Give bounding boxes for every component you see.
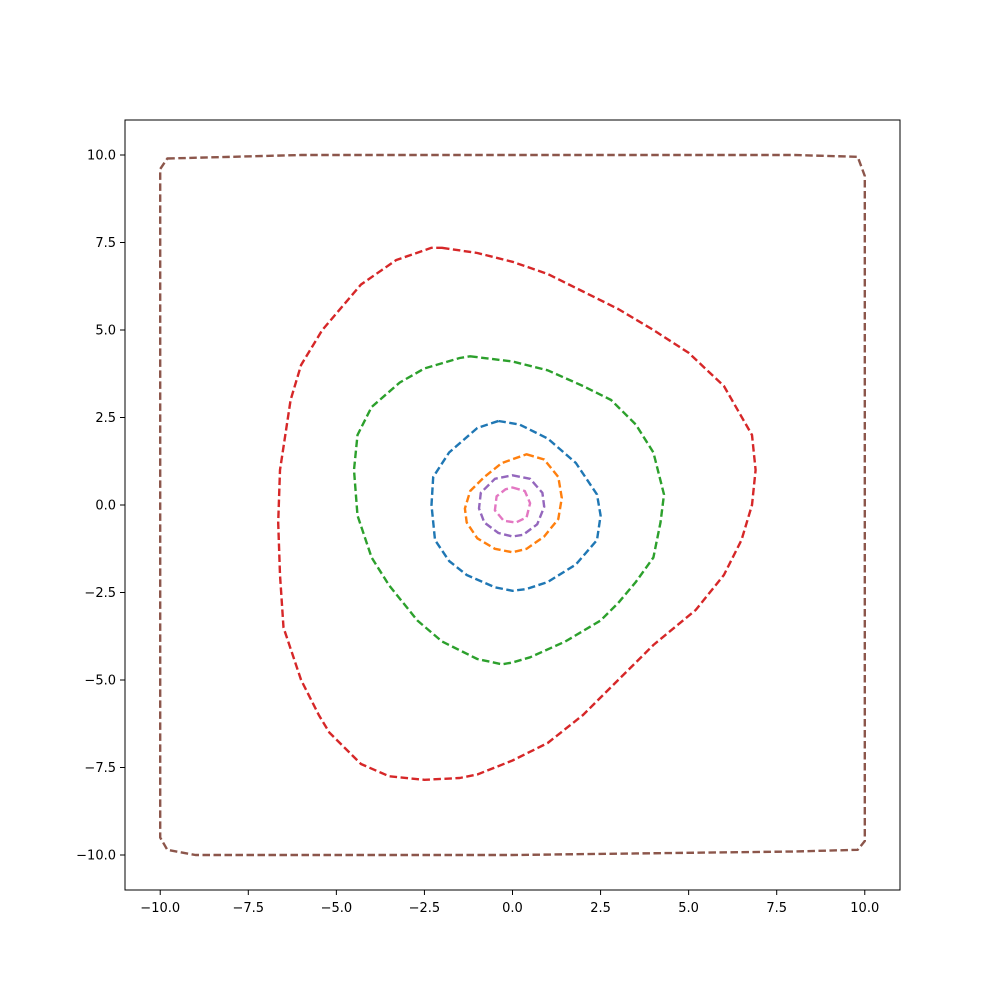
contour-line-5	[463, 453, 563, 554]
y-tick-label: −2.5	[84, 586, 116, 601]
x-tick-label: 5.0	[678, 901, 699, 916]
x-tick-label: 7.5	[766, 901, 787, 916]
x-tick-label: −10.0	[140, 901, 180, 916]
contour-line-6	[477, 474, 546, 538]
x-tick-label: 2.5	[590, 901, 611, 916]
contour-line-2	[277, 246, 757, 781]
x-tick-label: −2.5	[409, 901, 441, 916]
y-tick-label: 10.0	[87, 149, 116, 164]
contour-line-3	[352, 355, 666, 666]
contour-line-7	[493, 486, 532, 524]
x-axis-ticks: −10.0 −7.5 −5.0 −2.5 0.0 2.5 5.0 7.5 10.0	[140, 890, 879, 916]
y-tick-label: −5.0	[84, 674, 116, 689]
plot-frame	[124, 119, 901, 891]
y-tick-label: −10.0	[76, 849, 116, 864]
y-tick-label: −7.5	[84, 761, 116, 776]
y-axis-ticks: 10.0 7.5 5.0 2.5 0.0 −2.5 −5.0 −7.5 −10.0	[76, 149, 125, 864]
x-tick-label: 10.0	[850, 901, 879, 916]
x-tick-label: −5.0	[321, 901, 353, 916]
y-tick-label: 5.0	[95, 324, 116, 339]
y-tick-label: 2.5	[95, 411, 116, 426]
contour-line-1	[159, 153, 866, 857]
y-tick-label: 7.5	[95, 236, 116, 251]
contour-lines	[159, 153, 866, 857]
x-tick-label: 0.0	[502, 901, 523, 916]
contour-line-4	[430, 419, 602, 592]
y-tick-label: 0.0	[95, 499, 116, 514]
x-tick-label: −7.5	[233, 901, 265, 916]
